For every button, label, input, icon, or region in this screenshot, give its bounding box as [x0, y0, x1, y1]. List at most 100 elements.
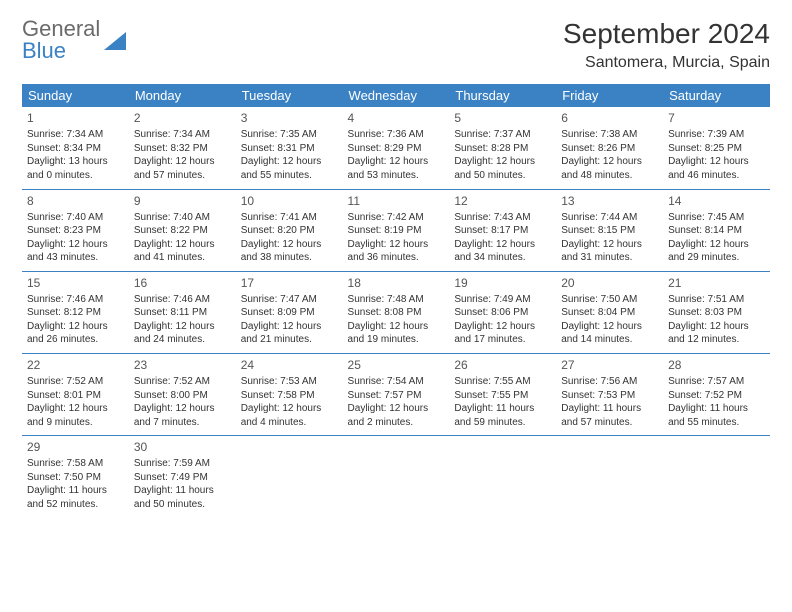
logo-text: General Blue	[22, 18, 100, 62]
day-number: 22	[27, 357, 124, 373]
day-number: 30	[134, 439, 231, 455]
calendar-cell: 14Sunrise: 7:45 AMSunset: 8:14 PMDayligh…	[663, 189, 770, 271]
month-title: September 2024	[563, 18, 770, 50]
day-number: 2	[134, 110, 231, 126]
sunrise-line: Sunrise: 7:41 AM	[241, 211, 338, 225]
calendar-cell-empty	[556, 436, 663, 518]
sunset-line: Sunset: 8:26 PM	[561, 142, 658, 156]
sunrise-line: Sunrise: 7:51 AM	[668, 293, 765, 307]
sunset-line: Sunset: 8:25 PM	[668, 142, 765, 156]
sunset-line: Sunset: 8:06 PM	[454, 306, 551, 320]
sunrise-line: Sunrise: 7:48 AM	[348, 293, 445, 307]
day-number: 28	[668, 357, 765, 373]
day-number: 10	[241, 193, 338, 209]
day-number: 21	[668, 275, 765, 291]
daylight-line: Daylight: 12 hours and 17 minutes.	[454, 320, 551, 347]
logo: General Blue	[22, 18, 126, 62]
calendar-cell: 9Sunrise: 7:40 AMSunset: 8:22 PMDaylight…	[129, 189, 236, 271]
sunset-line: Sunset: 8:08 PM	[348, 306, 445, 320]
sunrise-line: Sunrise: 7:34 AM	[134, 128, 231, 142]
day-number: 6	[561, 110, 658, 126]
calendar-cell: 21Sunrise: 7:51 AMSunset: 8:03 PMDayligh…	[663, 271, 770, 353]
daylight-line: Daylight: 11 hours and 50 minutes.	[134, 484, 231, 511]
calendar-cell: 12Sunrise: 7:43 AMSunset: 8:17 PMDayligh…	[449, 189, 556, 271]
sunrise-line: Sunrise: 7:38 AM	[561, 128, 658, 142]
sunset-line: Sunset: 8:23 PM	[27, 224, 124, 238]
calendar-cell-empty	[236, 436, 343, 518]
daylight-line: Daylight: 12 hours and 4 minutes.	[241, 402, 338, 429]
calendar-cell: 19Sunrise: 7:49 AMSunset: 8:06 PMDayligh…	[449, 271, 556, 353]
day-number: 24	[241, 357, 338, 373]
calendar-cell: 11Sunrise: 7:42 AMSunset: 8:19 PMDayligh…	[343, 189, 450, 271]
sunset-line: Sunset: 7:53 PM	[561, 389, 658, 403]
sunset-line: Sunset: 8:00 PM	[134, 389, 231, 403]
daylight-line: Daylight: 12 hours and 34 minutes.	[454, 238, 551, 265]
calendar-cell: 18Sunrise: 7:48 AMSunset: 8:08 PMDayligh…	[343, 271, 450, 353]
daylight-line: Daylight: 12 hours and 21 minutes.	[241, 320, 338, 347]
day-number: 26	[454, 357, 551, 373]
sunrise-line: Sunrise: 7:44 AM	[561, 211, 658, 225]
calendar-cell-empty	[449, 436, 556, 518]
sunrise-line: Sunrise: 7:34 AM	[27, 128, 124, 142]
sunrise-line: Sunrise: 7:49 AM	[454, 293, 551, 307]
daylight-line: Daylight: 12 hours and 41 minutes.	[134, 238, 231, 265]
sunrise-line: Sunrise: 7:59 AM	[134, 457, 231, 471]
daylight-line: Daylight: 12 hours and 50 minutes.	[454, 155, 551, 182]
daylight-line: Daylight: 12 hours and 43 minutes.	[27, 238, 124, 265]
day-number: 9	[134, 193, 231, 209]
calendar-cell: 29Sunrise: 7:58 AMSunset: 7:50 PMDayligh…	[22, 436, 129, 518]
sunset-line: Sunset: 8:28 PM	[454, 142, 551, 156]
day-number: 23	[134, 357, 231, 373]
sunset-line: Sunset: 8:20 PM	[241, 224, 338, 238]
day-header: Sunday	[22, 84, 129, 107]
day-number: 1	[27, 110, 124, 126]
sunrise-line: Sunrise: 7:57 AM	[668, 375, 765, 389]
calendar-cell: 23Sunrise: 7:52 AMSunset: 8:00 PMDayligh…	[129, 353, 236, 435]
day-number: 5	[454, 110, 551, 126]
calendar-week: 1Sunrise: 7:34 AMSunset: 8:34 PMDaylight…	[22, 107, 770, 189]
page-header: General Blue September 2024 Santomera, M…	[22, 18, 770, 72]
day-number: 11	[348, 193, 445, 209]
calendar-week: 22Sunrise: 7:52 AMSunset: 8:01 PMDayligh…	[22, 353, 770, 435]
daylight-line: Daylight: 12 hours and 53 minutes.	[348, 155, 445, 182]
sunrise-line: Sunrise: 7:50 AM	[561, 293, 658, 307]
daylight-line: Daylight: 12 hours and 48 minutes.	[561, 155, 658, 182]
sunset-line: Sunset: 7:58 PM	[241, 389, 338, 403]
sunset-line: Sunset: 8:11 PM	[134, 306, 231, 320]
sunrise-line: Sunrise: 7:40 AM	[27, 211, 124, 225]
day-number: 15	[27, 275, 124, 291]
sunset-line: Sunset: 8:19 PM	[348, 224, 445, 238]
daylight-line: Daylight: 12 hours and 24 minutes.	[134, 320, 231, 347]
sunrise-line: Sunrise: 7:39 AM	[668, 128, 765, 142]
sunset-line: Sunset: 7:57 PM	[348, 389, 445, 403]
calendar-cell: 2Sunrise: 7:34 AMSunset: 8:32 PMDaylight…	[129, 107, 236, 189]
sunrise-line: Sunrise: 7:43 AM	[454, 211, 551, 225]
calendar-cell: 30Sunrise: 7:59 AMSunset: 7:49 PMDayligh…	[129, 436, 236, 518]
calendar-head: SundayMondayTuesdayWednesdayThursdayFrid…	[22, 84, 770, 107]
day-header-row: SundayMondayTuesdayWednesdayThursdayFrid…	[22, 84, 770, 107]
sunrise-line: Sunrise: 7:55 AM	[454, 375, 551, 389]
daylight-line: Daylight: 12 hours and 29 minutes.	[668, 238, 765, 265]
calendar-cell: 3Sunrise: 7:35 AMSunset: 8:31 PMDaylight…	[236, 107, 343, 189]
calendar-cell: 28Sunrise: 7:57 AMSunset: 7:52 PMDayligh…	[663, 353, 770, 435]
calendar-cell: 13Sunrise: 7:44 AMSunset: 8:15 PMDayligh…	[556, 189, 663, 271]
sunrise-line: Sunrise: 7:42 AM	[348, 211, 445, 225]
daylight-line: Daylight: 12 hours and 46 minutes.	[668, 155, 765, 182]
daylight-line: Daylight: 12 hours and 14 minutes.	[561, 320, 658, 347]
sunset-line: Sunset: 8:09 PM	[241, 306, 338, 320]
sunrise-line: Sunrise: 7:35 AM	[241, 128, 338, 142]
sunset-line: Sunset: 8:34 PM	[27, 142, 124, 156]
calendar-week: 29Sunrise: 7:58 AMSunset: 7:50 PMDayligh…	[22, 436, 770, 518]
sunset-line: Sunset: 8:15 PM	[561, 224, 658, 238]
sunset-line: Sunset: 8:04 PM	[561, 306, 658, 320]
day-header: Friday	[556, 84, 663, 107]
sunrise-line: Sunrise: 7:36 AM	[348, 128, 445, 142]
day-number: 3	[241, 110, 338, 126]
calendar-cell: 26Sunrise: 7:55 AMSunset: 7:55 PMDayligh…	[449, 353, 556, 435]
calendar-cell-empty	[343, 436, 450, 518]
sunset-line: Sunset: 8:32 PM	[134, 142, 231, 156]
daylight-line: Daylight: 13 hours and 0 minutes.	[27, 155, 124, 182]
sunset-line: Sunset: 8:29 PM	[348, 142, 445, 156]
sunrise-line: Sunrise: 7:56 AM	[561, 375, 658, 389]
daylight-line: Daylight: 11 hours and 57 minutes.	[561, 402, 658, 429]
